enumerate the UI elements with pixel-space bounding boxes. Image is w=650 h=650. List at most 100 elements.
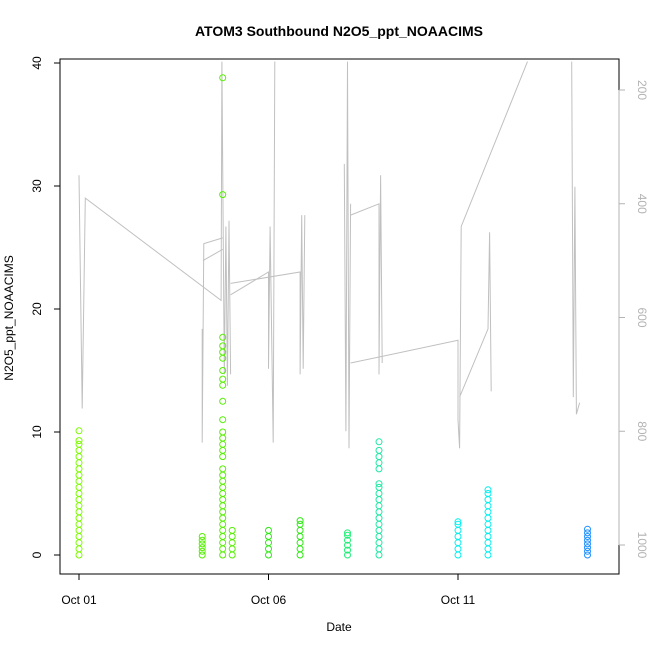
data-point: [584, 533, 591, 540]
data-point: [375, 496, 383, 504]
y2-tick-label: 1000: [635, 532, 649, 559]
data-point: [219, 490, 227, 497]
data-point: [228, 526, 236, 534]
data-point: [75, 446, 83, 454]
series-1: [198, 74, 236, 559]
data-point: [375, 446, 383, 454]
data-point: [219, 434, 227, 442]
data-point: [75, 427, 83, 435]
data-point: [584, 547, 591, 555]
data-point: [75, 526, 83, 534]
data-point: [75, 483, 83, 491]
plot-frame: [59, 58, 620, 575]
data-point: [375, 459, 383, 467]
data-point: [375, 480, 383, 488]
data-point: [484, 539, 492, 547]
data-point: [219, 446, 227, 454]
data-point: [219, 545, 227, 553]
data-point: [219, 191, 227, 199]
data-point: [75, 453, 83, 461]
altitude-segment: [571, 61, 581, 415]
data-point: [484, 551, 492, 559]
data-point: [75, 502, 83, 510]
data-point: [198, 533, 206, 540]
y-axis-label: N2O5_ppt_NOAACIMS: [2, 255, 16, 380]
data-point: [219, 367, 227, 374]
data-point: [265, 545, 272, 553]
altitude-segment: [459, 232, 492, 398]
data-point: [454, 539, 462, 547]
series-4: [375, 438, 383, 559]
data-point: [75, 514, 83, 522]
altitude-segment: [230, 61, 276, 443]
data-point: [454, 526, 462, 534]
data-point: [375, 490, 383, 497]
x-tick-label: Oct 06: [251, 593, 287, 607]
data-point: [344, 536, 351, 544]
data-point: [219, 508, 227, 516]
data-point: [584, 529, 591, 537]
data-point: [296, 551, 304, 559]
y-tick-label: 0: [30, 551, 44, 558]
series-3: [344, 529, 351, 559]
scatter-points: [75, 74, 591, 559]
data-point: [296, 545, 304, 553]
data-point: [375, 520, 383, 528]
data-point: [454, 520, 462, 528]
data-point: [375, 465, 383, 473]
data-point: [375, 526, 383, 534]
data-point: [219, 526, 227, 534]
data-point: [344, 551, 351, 559]
data-point: [75, 465, 83, 473]
data-point: [375, 514, 383, 522]
y-tick-label: 30: [30, 179, 44, 193]
data-point: [228, 551, 236, 559]
data-point: [75, 520, 83, 528]
data-point: [484, 545, 492, 553]
x-tick-label: Oct 11: [441, 593, 476, 607]
data-point: [296, 526, 304, 534]
data-point: [219, 551, 227, 559]
data-point: [219, 74, 227, 82]
y2-tick-label: 800: [635, 421, 649, 441]
data-point: [219, 375, 227, 383]
y2-tick-label: 200: [635, 80, 649, 100]
y-tick-label: 20: [30, 302, 44, 316]
data-point: [296, 533, 304, 540]
data-point: [75, 539, 83, 547]
data-point: [484, 520, 492, 528]
data-point: [375, 533, 383, 540]
data-point: [375, 545, 383, 553]
data-point: [198, 544, 206, 552]
data-point: [344, 529, 351, 537]
data-point: [484, 508, 492, 516]
data-point: [75, 471, 83, 479]
data-point: [198, 540, 206, 548]
data-point: [219, 502, 227, 510]
y2-tick-label: 600: [635, 307, 649, 327]
y-axis: 0 10 20 30 40: [30, 56, 60, 558]
series-2: [265, 517, 304, 559]
data-point: [75, 459, 83, 467]
data-point: [219, 539, 227, 547]
data-point: [265, 526, 272, 534]
data-point: [265, 533, 272, 540]
series-5: [454, 486, 492, 559]
data-point: [265, 539, 272, 547]
data-point: [584, 544, 591, 552]
data-point: [296, 520, 304, 528]
data-point: [198, 536, 206, 544]
altitude-segment: [350, 175, 383, 375]
data-point: [75, 496, 83, 504]
x-axis-label: Date: [326, 620, 352, 634]
data-point: [228, 545, 236, 553]
data-point: [75, 477, 83, 485]
data-point: [219, 477, 227, 485]
data-point: [454, 551, 462, 559]
data-point: [344, 531, 351, 539]
data-point: [454, 533, 462, 540]
altitude-segment: [201, 237, 223, 443]
y2-tick-label: 400: [635, 194, 649, 214]
data-point: [484, 526, 492, 534]
data-point: [296, 517, 304, 525]
